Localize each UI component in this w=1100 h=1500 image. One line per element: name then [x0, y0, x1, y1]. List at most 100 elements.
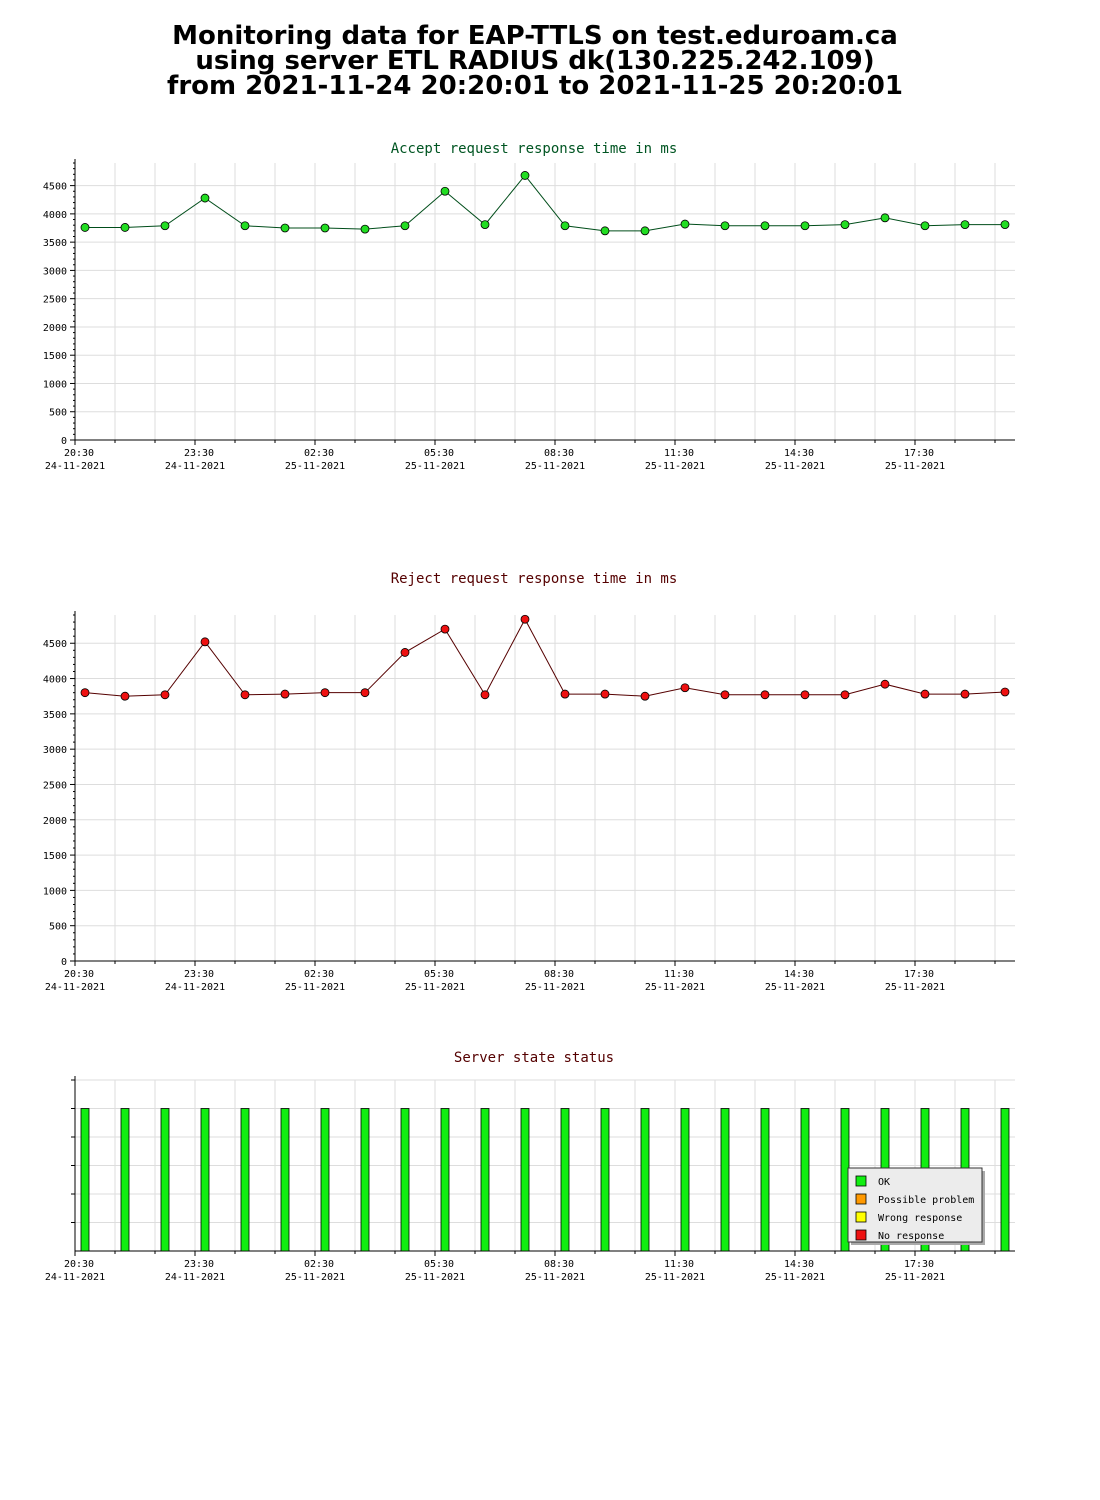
legend-swatch: [855, 1193, 867, 1205]
status-bar: [320, 1108, 330, 1252]
y-tick-label: 4000: [43, 210, 67, 221]
x-tick-label-date: 25-11-2021: [645, 982, 705, 993]
y-tick-label: 1000: [43, 886, 67, 897]
accept-chart-svg: Accept request response time in ms 0 500 10…: [43, 141, 1015, 472]
x-tick-label-date: 25-11-2021: [525, 461, 585, 472]
x-tick-label-date: 25-11-2021: [405, 982, 465, 993]
x-tick-label-time: 14:30: [784, 1259, 814, 1270]
data-point: [280, 223, 290, 233]
title-line-2: using server ETL RADIUS dk(130.225.242.1…: [195, 46, 875, 76]
data-point: [600, 689, 610, 699]
data-point: [800, 221, 810, 231]
data-point: [200, 637, 210, 647]
status-bar: [80, 1108, 90, 1252]
x-tick-label-date: 25-11-2021: [525, 982, 585, 993]
y-tick-label: 4500: [43, 639, 67, 650]
data-point: [880, 213, 890, 223]
y-tick-label: 4500: [43, 182, 67, 193]
series-line: [84, 618, 1006, 697]
status-bar: [520, 1108, 530, 1252]
x-tick-label-time: 05:30: [424, 448, 454, 459]
y-tick-label: 3000: [43, 745, 67, 756]
x-tick-label-time: 14:30: [784, 969, 814, 980]
legend-swatch: [855, 1229, 867, 1241]
x-tick-label-date: 25-11-2021: [405, 1272, 465, 1283]
status-chart: Server state status 20:30 24-11-2021 23:30 2…: [0, 1046, 1100, 1296]
status-bar: [640, 1108, 650, 1252]
data-point: [800, 690, 810, 700]
status-bar: [120, 1108, 130, 1252]
data-point: [840, 690, 850, 700]
legend-label: Possible problem: [878, 1195, 974, 1206]
x-tick-label-date: 25-11-2021: [885, 982, 945, 993]
x-tick-label-date: 25-11-2021: [765, 1272, 825, 1283]
data-point: [920, 221, 930, 231]
data-point: [560, 221, 570, 231]
data-point: [440, 624, 450, 634]
x-tick-label-time: 02:30: [304, 969, 334, 980]
y-tick-label: 3500: [43, 238, 67, 249]
x-tick-label-time: 11:30: [664, 1259, 694, 1270]
x-tick-label-time: 17:30: [904, 1259, 934, 1270]
status-bar: [560, 1108, 570, 1252]
status-bar: [760, 1108, 770, 1252]
data-point: [680, 683, 690, 693]
status-bar: [600, 1108, 610, 1252]
data-point: [320, 688, 330, 698]
data-point: [920, 689, 930, 699]
status-bar: [480, 1108, 490, 1252]
status-bar: [440, 1108, 450, 1252]
x-tick-label-date: 25-11-2021: [885, 1272, 945, 1283]
data-point: [360, 688, 370, 698]
x-tick-label-date: 25-11-2021: [285, 461, 345, 472]
x-tick-label-time: 17:30: [904, 448, 934, 459]
data-point: [80, 688, 90, 698]
data-point: [280, 689, 290, 699]
data-point: [400, 648, 410, 657]
data-point: [240, 221, 250, 231]
chart-title: Reject request response time in ms: [391, 571, 678, 587]
legend-label: No response: [878, 1231, 944, 1242]
y-tick-label: 3500: [43, 710, 67, 721]
title-line-3: from 2021-11-24 20:20:01 to 2021-11-25 2…: [167, 71, 903, 101]
data-point: [840, 220, 850, 230]
data-point: [600, 226, 610, 236]
legend-swatch: [855, 1175, 867, 1187]
x-tick-label-date: 25-11-2021: [285, 982, 345, 993]
x-tick-label-time: 02:30: [304, 448, 334, 459]
legend-label: Wrong response: [878, 1213, 962, 1224]
x-tick-label-date: 25-11-2021: [765, 982, 825, 993]
data-point: [1000, 687, 1010, 697]
data-point: [720, 690, 730, 700]
reject-chart-svg: Reject request response time in ms 0 500 10…: [43, 571, 1015, 993]
series-line: [85, 174, 1005, 232]
status-bar: [200, 1108, 210, 1252]
y-tick-label: 0: [61, 436, 67, 447]
legend-label: OK: [878, 1177, 890, 1188]
x-tick-label-time: 08:30: [544, 969, 574, 980]
data-point: [360, 224, 370, 234]
x-tick-label-time: 20:30: [64, 448, 94, 459]
status-bar: [160, 1108, 170, 1252]
x-tick-label-time: 23:30: [184, 969, 214, 980]
x-tick-label-time: 20:30: [64, 969, 94, 980]
data-point: [120, 691, 130, 701]
y-tick-label: 2000: [43, 323, 67, 334]
y-tick-label: 500: [49, 922, 67, 933]
x-tick-label-time: 05:30: [424, 969, 454, 980]
x-tick-label-date: 25-11-2021: [645, 461, 705, 472]
x-tick-label-time: 17:30: [904, 969, 934, 980]
y-tick-label: 3000: [43, 266, 67, 277]
y-tick-label: 1500: [43, 851, 67, 862]
y-tick-label: 2500: [43, 780, 67, 791]
data-point: [960, 689, 970, 699]
reject-chart: Reject request response time in ms 0 500 10…: [0, 568, 1100, 1008]
data-point: [760, 221, 770, 231]
x-tick-label-time: 11:30: [664, 448, 694, 459]
data-point: [160, 221, 170, 231]
x-tick-label-time: 05:30: [424, 1259, 454, 1270]
x-tick-label-time: 20:30: [64, 1259, 94, 1270]
page-title: Monitoring data for EAP-TTLS on test.edu…: [0, 23, 1070, 101]
x-tick-label-date: 24-11-2021: [165, 1272, 225, 1283]
y-tick-label: 0: [61, 957, 67, 968]
